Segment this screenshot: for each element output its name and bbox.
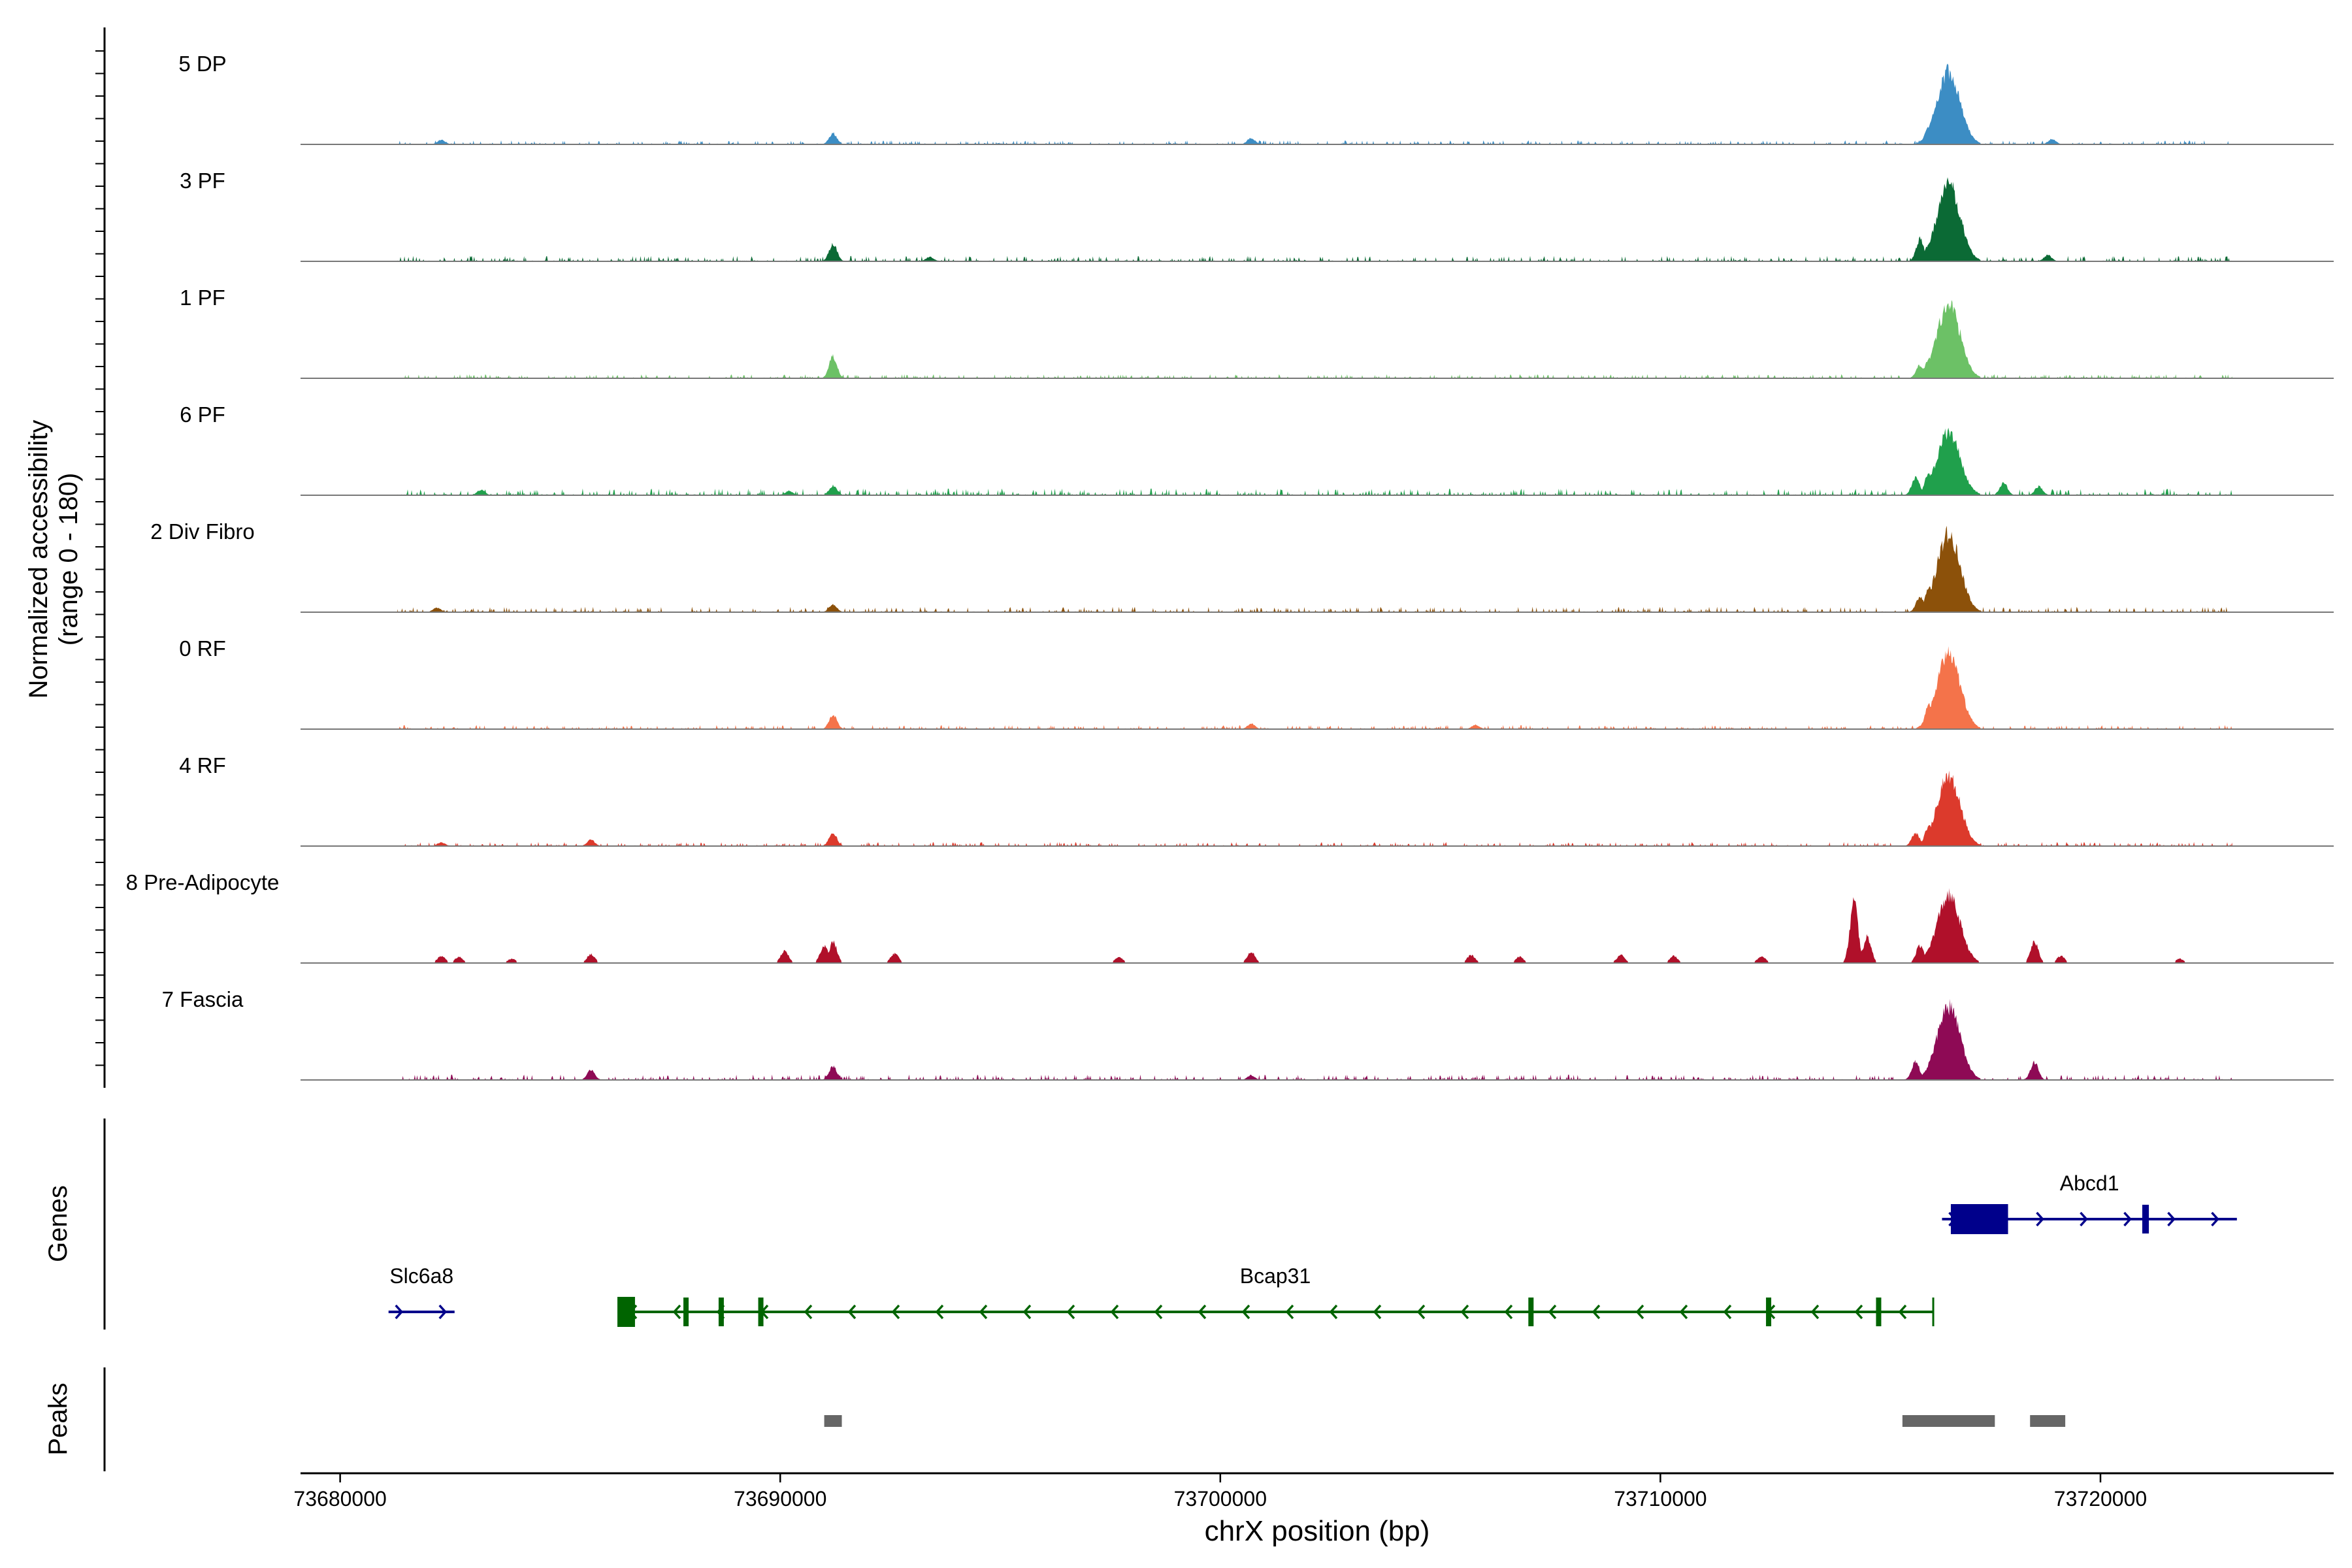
track-label: 7 Fascia [162,987,244,1011]
x-tick-label: 73690000 [734,1487,826,1511]
y-axis-label-line1: Normalized accessibility [24,420,53,699]
strand-arrow [1592,1304,1601,1320]
gene-label: Bcap31 [1240,1264,1311,1288]
strand-arrow [979,1304,988,1320]
track-label: 1 PF [180,286,225,310]
genes-track-label: Genes [44,1185,73,1262]
coverage-area [397,427,2233,495]
x-tick-label: 73700000 [1174,1487,1267,1511]
track-label: 2 Div Fibro [150,519,255,544]
coverage-track: 0 RF [179,636,2334,730]
strand-arrow [1504,1304,1513,1320]
strand-arrow [1460,1304,1469,1320]
coverage-track: 7 Fascia [162,987,2334,1081]
strand-arrow [1679,1304,1688,1320]
strand-arrow [1854,1304,1863,1320]
strand-arrow [672,1304,681,1320]
peaks-track-label: Peaks [44,1382,73,1455]
peaks-track: Peaks [44,1367,2066,1471]
peak-region [2030,1415,2066,1427]
track-label: 3 PF [180,169,225,193]
strand-arrow [2167,1211,2176,1227]
gene-model: Bcap31 [617,1264,1935,1327]
x-tick-label: 73720000 [2054,1487,2147,1511]
strand-arrow [1635,1304,1644,1320]
coverage-area [397,770,2233,846]
strand-arrow [1110,1304,1119,1320]
track-label: 0 RF [179,636,226,661]
strand-arrow [1548,1304,1557,1320]
exon-block [1950,1204,2008,1234]
track-y-axis [95,27,106,1088]
strand-arrow [1810,1304,1820,1320]
exon-block [2142,1205,2149,1233]
strand-arrow [1066,1304,1075,1320]
coverage-area [397,177,2233,261]
coverage-track: 3 PF [180,169,2334,262]
strand-arrow [1022,1304,1032,1320]
x-tick-label: 73680000 [293,1487,386,1511]
strand-arrow [1898,1304,1907,1320]
track-label: 5 DP [178,52,226,76]
peak-region [824,1415,842,1427]
coverage-tracks: 5 DP 3 PF 1 PF 6 PF 2 Div Fibro 0 RF 4 RF 8 Pre… [126,52,2334,1081]
strand-arrow [1154,1304,1163,1320]
exon-block [1876,1298,1882,1326]
strand-arrow [395,1304,404,1320]
coverage-track: 8 Pre-Adipocyte [126,870,2334,964]
coverage-track: 5 DP [178,52,2334,145]
gene-label: Abcd1 [2060,1171,2119,1195]
peak-region [1902,1415,1995,1427]
strand-arrow [2211,1211,2219,1227]
exon-block [1766,1298,1772,1326]
strand-arrow [2036,1211,2044,1227]
coverage-area [397,300,2233,378]
coverage-track: 2 Div Fibro [150,519,2334,613]
strand-arrow [804,1304,813,1320]
gene-annotation-track: Genes Slc6a8 Bcap31 Abcd1 [44,1119,2237,1330]
coverage-area [397,646,2233,729]
gene-model: Slc6a8 [388,1264,455,1320]
strand-arrow [1329,1304,1338,1320]
coverage-area [397,888,2233,963]
strand-arrow [1373,1304,1382,1320]
exon-block [617,1297,635,1327]
gene-model: Abcd1 [1942,1171,2237,1234]
strand-arrow [935,1304,944,1320]
track-label: 4 RF [179,753,226,777]
strand-arrow [1416,1304,1426,1320]
x-axis-label: chrX position (bp) [1205,1515,1430,1547]
coverage-area [397,63,2233,144]
coverage-area [397,525,2233,612]
strand-arrow [1241,1304,1250,1320]
strand-arrow [2123,1211,2132,1227]
coverage-track: 4 RF [179,753,2334,847]
exon-block [1528,1298,1534,1326]
strand-arrow [1723,1304,1732,1320]
strand-arrow [847,1304,857,1320]
coverage-track: 1 PF [180,286,2334,379]
x-axis: 73680000 73690000 73700000 73710000 73720000 [293,1472,2334,1511]
strand-arrow [1285,1304,1294,1320]
x-tick-label: 73710000 [1614,1487,1707,1511]
track-label: 6 PF [180,402,225,427]
gene-label: Slc6a8 [389,1264,453,1288]
coverage-area [397,998,2233,1080]
exon-block [683,1298,689,1326]
y-axis-label-line2: (range 0 - 180) [54,473,83,646]
strand-arrow [1198,1304,1207,1320]
exon-block [758,1298,764,1326]
strand-arrow [891,1304,900,1320]
exon-block [718,1298,724,1326]
strand-arrow [438,1304,448,1320]
track-label: 8 Pre-Adipocyte [126,870,280,894]
coverage-track: 6 PF [180,402,2334,496]
strand-arrow [2080,1211,2088,1227]
